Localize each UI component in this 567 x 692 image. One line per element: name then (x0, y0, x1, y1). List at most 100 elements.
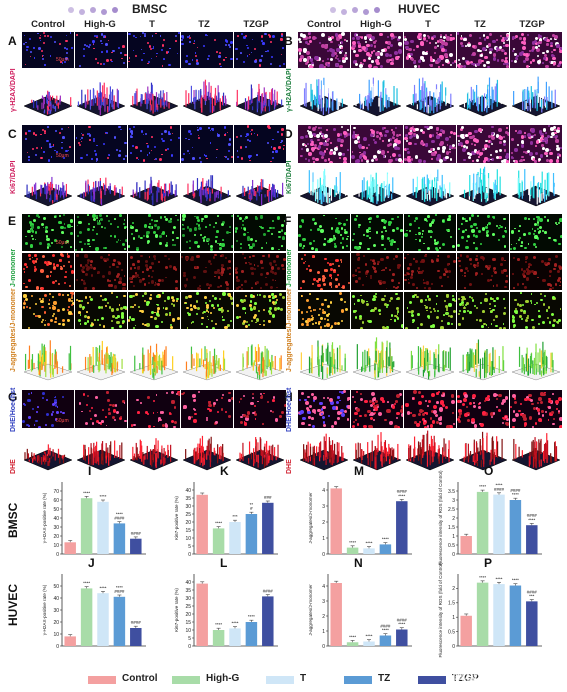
cell-spot (100, 316, 104, 320)
cell-spot (469, 311, 472, 314)
cell-spot (493, 393, 498, 397)
cell-spot (224, 257, 227, 260)
panel-f-merge-image-2 (351, 292, 403, 329)
cell-spot (201, 217, 204, 220)
cell-spot (476, 214, 479, 217)
cell-spot (267, 319, 270, 322)
cell-spot (553, 54, 556, 57)
cell-spot (209, 247, 213, 251)
cell-spot (515, 34, 519, 38)
cell-spot (477, 405, 482, 410)
cell-spot (305, 406, 309, 410)
cell-spot (99, 39, 102, 43)
cell-spot (24, 285, 28, 289)
cell-spot (532, 255, 537, 259)
cell-spot (559, 266, 562, 270)
cell-spot (496, 59, 500, 62)
cell-spot (546, 43, 549, 46)
cell-spot (340, 309, 344, 313)
cell-spot (242, 232, 247, 237)
significance-label: **** (99, 494, 106, 499)
cell-spot (67, 260, 70, 264)
cell-spot (358, 48, 362, 53)
cell-spot (423, 51, 428, 56)
cell-spot (314, 309, 316, 312)
cell-spot (271, 35, 275, 38)
cell-spot (468, 283, 472, 287)
cell-spot (503, 159, 507, 163)
cell-spot (130, 255, 134, 259)
panel-c-image-2 (75, 125, 127, 163)
panel-g-image-2 (75, 390, 127, 428)
cell-spot (85, 267, 89, 271)
cell-spot (33, 57, 36, 59)
cell-spot (369, 132, 374, 137)
cell-spot (28, 307, 31, 310)
cell-spot (503, 49, 506, 52)
cell-spot (446, 36, 451, 41)
cell-spot (377, 260, 380, 264)
cell-spot (209, 408, 213, 412)
cell-spot (412, 258, 415, 260)
cell-spot (52, 306, 56, 310)
cell-spot (148, 45, 152, 48)
cell-spot (144, 323, 147, 326)
cell-spot (61, 396, 65, 399)
cell-spot (99, 294, 102, 297)
cell-spot (71, 47, 73, 49)
cell-spot (312, 283, 315, 286)
cell-spot (113, 218, 116, 220)
watermark: 南极熊3D打印 (452, 669, 534, 684)
cell-spot (335, 407, 339, 410)
cell-spot (548, 321, 552, 325)
cell-spot (465, 45, 468, 48)
significance-label: **** (215, 622, 222, 627)
cell-spot (152, 412, 155, 414)
cell-spot (154, 146, 157, 149)
cell-spot (396, 139, 401, 144)
cell-spot (493, 305, 496, 307)
cell-spot (461, 217, 464, 220)
cell-spot (280, 264, 285, 268)
cell-spot (150, 57, 153, 60)
cell-spot (540, 155, 544, 159)
cell-spot (552, 422, 556, 426)
cell-spot (113, 234, 117, 238)
cell-spot (437, 269, 440, 273)
cell-spot (552, 33, 555, 37)
cell-spot (147, 242, 150, 244)
cell-spot (439, 133, 443, 137)
cell-spot (109, 234, 112, 237)
cell-spot (203, 236, 206, 239)
cell-spot (243, 60, 246, 63)
cell-spot (212, 306, 215, 309)
cell-spot (460, 125, 465, 130)
cell-spot (502, 323, 505, 325)
cell-spot (162, 38, 166, 42)
bar-tz (113, 523, 126, 554)
cell-spot (176, 219, 179, 222)
cell-spot (450, 315, 454, 319)
cell-spot (478, 152, 483, 156)
cell-spot (128, 276, 132, 280)
bar-control (64, 636, 76, 646)
cell-spot (91, 323, 94, 326)
cell-spot (433, 52, 436, 55)
cell-spot (416, 326, 419, 329)
cell-spot (301, 323, 305, 327)
cell-spot (369, 37, 373, 42)
cell-spot (336, 48, 340, 52)
cell-spot (85, 263, 89, 267)
cell-spot (559, 49, 562, 54)
cell-spot (276, 216, 281, 220)
cell-spot (317, 138, 321, 142)
cell-spot (80, 138, 82, 141)
cell-spot (379, 282, 382, 285)
cell-spot (132, 294, 135, 298)
cell-spot (439, 416, 443, 419)
cell-spot (248, 256, 251, 258)
cell-spot (124, 238, 127, 243)
cell-spot (410, 269, 414, 273)
cell-spot (413, 132, 416, 135)
cell-spot (383, 133, 387, 137)
